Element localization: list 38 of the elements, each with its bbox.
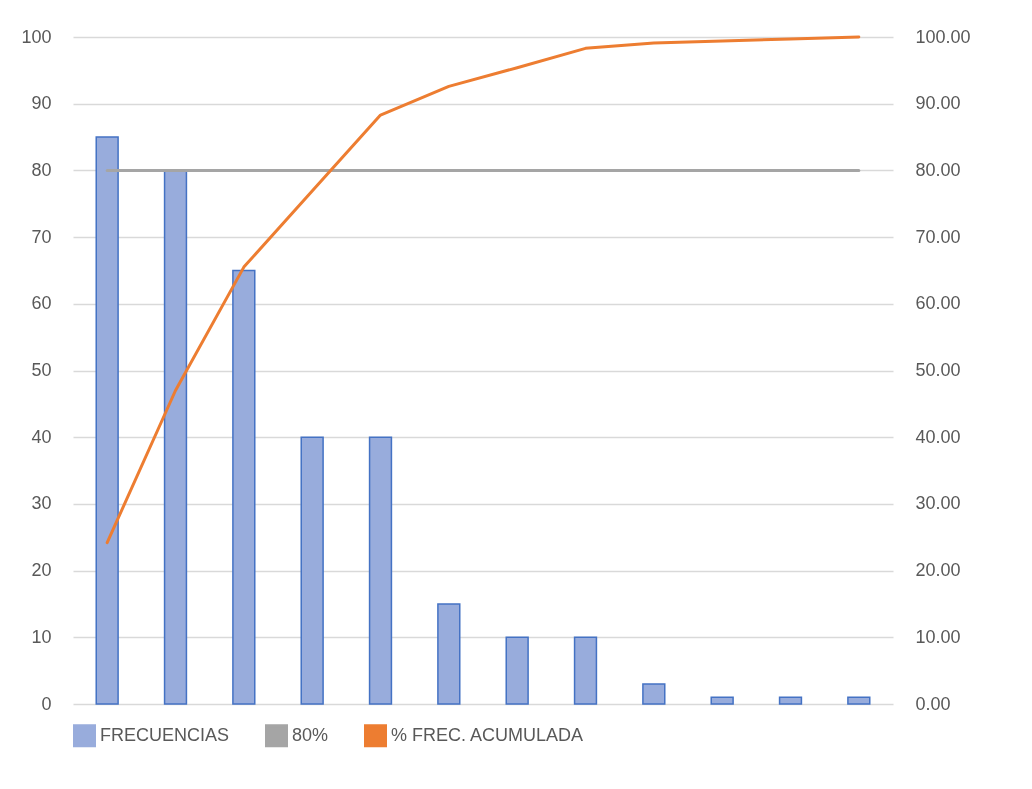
y-tick-label: 50 bbox=[31, 360, 52, 380]
line-series bbox=[105, 35, 861, 545]
y2-tick-label: 60.00 bbox=[915, 293, 961, 314]
y2-tick-label: 20.00 bbox=[915, 560, 961, 581]
legend-label: 80% bbox=[292, 724, 329, 745]
bar bbox=[232, 269, 256, 705]
y2-tick-label: 0.00 bbox=[915, 693, 951, 714]
bar bbox=[300, 436, 324, 705]
y-tick-label: 70 bbox=[31, 226, 52, 247]
y2-tick-label: 50.00 bbox=[915, 360, 961, 380]
y2-tick-label: 70.00 bbox=[915, 226, 961, 247]
bar bbox=[505, 636, 529, 705]
bar bbox=[642, 683, 666, 705]
bar bbox=[778, 696, 803, 705]
bar bbox=[573, 636, 598, 705]
y-tick-label: 100 bbox=[21, 26, 52, 47]
y2-tick-label: 10.00 bbox=[915, 626, 961, 647]
y-tick-label: 60 bbox=[31, 293, 52, 314]
y2-tick-label: 100.00 bbox=[915, 26, 971, 47]
bar bbox=[95, 136, 119, 705]
y-tick-label: 40 bbox=[31, 426, 52, 447]
bar bbox=[847, 696, 871, 705]
y-tick-label: 30 bbox=[31, 493, 52, 514]
bar bbox=[163, 169, 188, 705]
y2-tick-label: 30.00 bbox=[915, 493, 961, 514]
bar bbox=[710, 696, 734, 705]
bar bbox=[437, 603, 461, 705]
legend-label: % FREC. ACUMULADA bbox=[391, 724, 584, 745]
y2-tick-label: 40.00 bbox=[915, 426, 961, 447]
bar bbox=[368, 436, 393, 705]
y2-tick-label: 80.00 bbox=[915, 159, 961, 180]
y-tick-label: 0 bbox=[41, 693, 52, 714]
legend-label: FRECUENCIAS bbox=[100, 724, 230, 745]
y-tick-label: 10 bbox=[31, 626, 52, 647]
y-tick-label: 90 bbox=[31, 93, 52, 114]
y2-tick-label: 90.00 bbox=[915, 93, 961, 114]
y-tick-label: 80 bbox=[31, 159, 52, 180]
y-tick-label: 20 bbox=[31, 560, 52, 581]
